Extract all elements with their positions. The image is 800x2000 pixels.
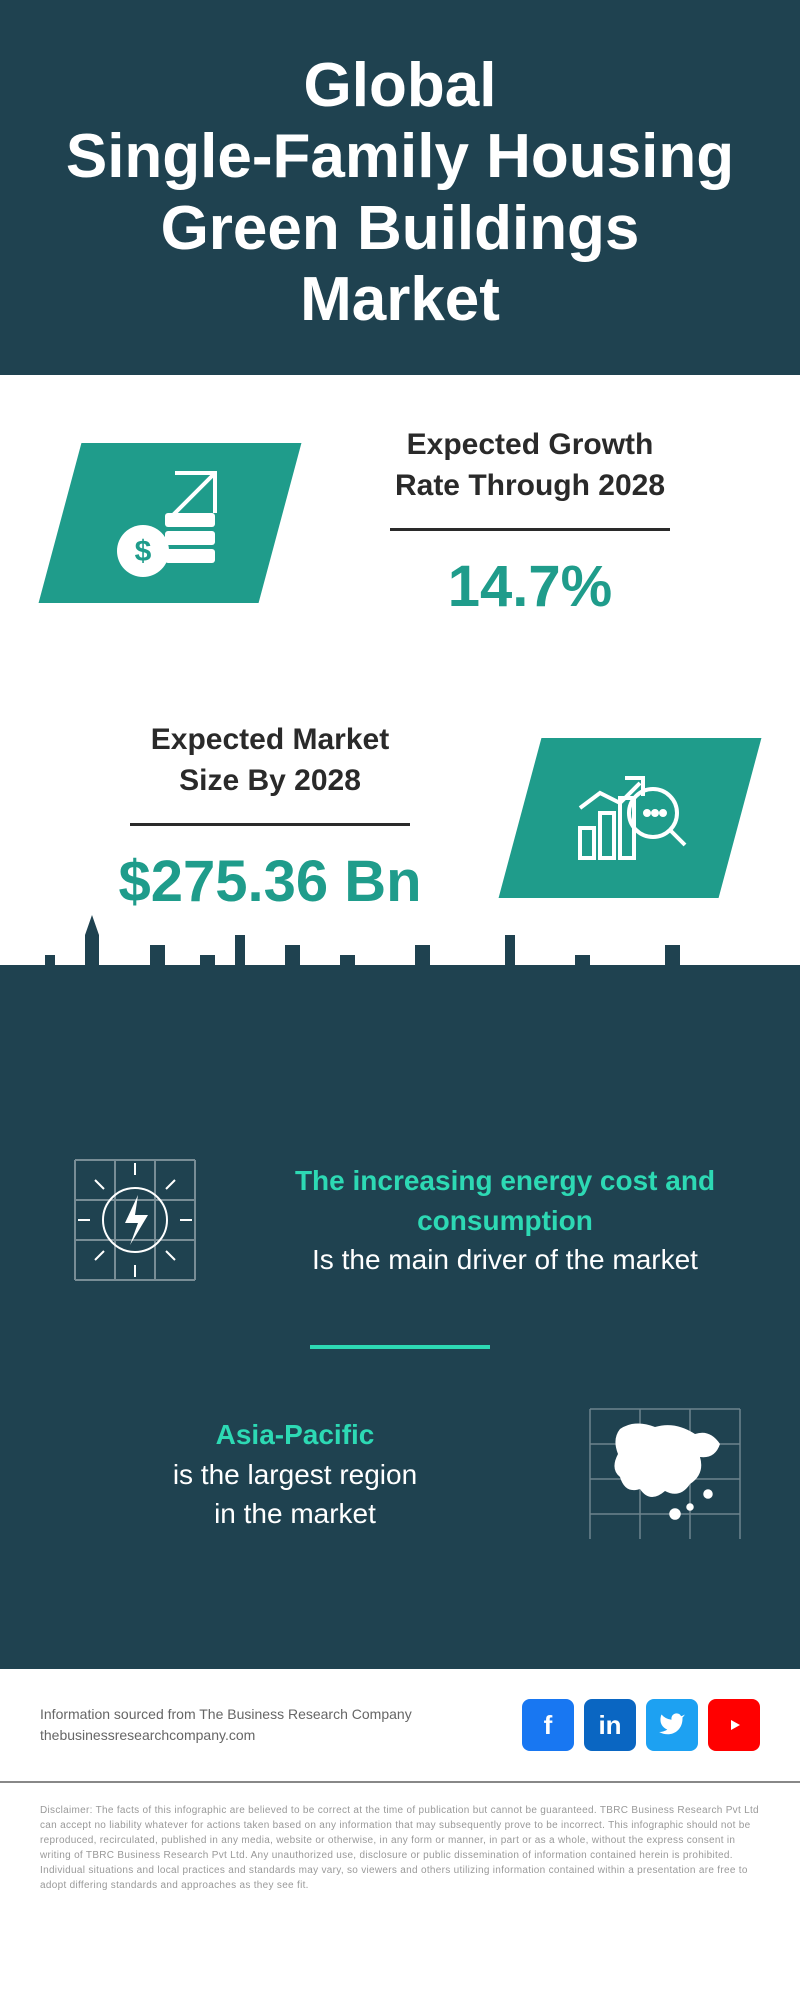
skyline-divider [0, 965, 800, 1085]
divider [130, 823, 410, 826]
growth-rate-section: $ Expected Growth Rate Through 2028 14.7… [0, 375, 800, 670]
divider [390, 528, 670, 531]
asia-map-icon [580, 1399, 750, 1549]
map-icon-box [580, 1389, 750, 1559]
driver-desc: Is the main driver of the market [312, 1244, 698, 1275]
region-desc: in the market [214, 1498, 376, 1529]
energy-icon [60, 1145, 210, 1295]
separator [310, 1345, 490, 1349]
stat-label-line: Size By 2028 [179, 764, 361, 797]
linkedin-icon[interactable]: in [584, 1699, 636, 1751]
title-line: Single-Family Housing [66, 122, 734, 191]
stat-label-line: Expected Growth [407, 428, 654, 461]
title-line: Green Buildings [161, 194, 640, 263]
growth-stat: Expected Growth Rate Through 2028 14.7% [320, 425, 740, 620]
growth-icon-box: $ [39, 443, 302, 603]
disclaimer-text: Disclaimer: The facts of this infographi… [0, 1783, 800, 1913]
driver-text: The increasing energy cost and consumpti… [260, 1161, 750, 1279]
stat-label-line: Rate Through 2028 [395, 469, 665, 502]
svg-text:$: $ [135, 535, 152, 568]
stat-label-line: Expected Market [151, 723, 389, 756]
growth-rate-value: 14.7% [320, 553, 740, 620]
title-line: Global [304, 51, 497, 120]
footer-line: Information sourced from The Business Re… [40, 1706, 412, 1722]
social-links: f in [522, 1699, 760, 1751]
chart-magnify-icon [565, 758, 695, 878]
region-desc: is the largest region [173, 1459, 417, 1490]
facebook-icon[interactable]: f [522, 1699, 574, 1751]
driver-row: The increasing energy cost and consumpti… [50, 1135, 750, 1305]
energy-icon-box [50, 1135, 220, 1305]
driver-highlight: The increasing energy cost and consumpti… [295, 1165, 715, 1235]
region-text: Asia-Pacific is the largest region in th… [50, 1415, 540, 1533]
footer: Information sourced from The Business Re… [0, 1669, 800, 1783]
footer-line: thebusinessresearchcompany.com [40, 1727, 255, 1743]
insights-section: The increasing energy cost and consumpti… [0, 1085, 800, 1669]
youtube-icon[interactable] [708, 1699, 760, 1751]
footer-attribution: Information sourced from The Business Re… [40, 1704, 412, 1746]
title-line: Market [300, 265, 500, 334]
region-highlight: Asia-Pacific [216, 1419, 375, 1450]
twitter-icon[interactable] [646, 1699, 698, 1751]
money-growth-icon: $ [105, 463, 235, 583]
region-row: Asia-Pacific is the largest region in th… [50, 1389, 750, 1559]
market-icon-box [499, 738, 762, 898]
title-header: Global Single-Family Housing Green Build… [0, 0, 800, 375]
